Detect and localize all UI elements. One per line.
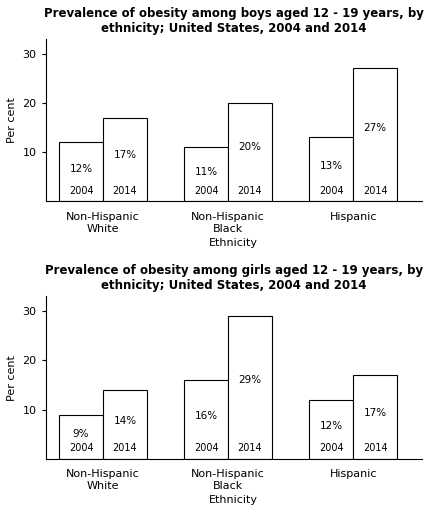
Y-axis label: Per cent: Per cent (7, 97, 17, 143)
Text: 20%: 20% (239, 142, 262, 152)
Text: 2004: 2004 (319, 443, 344, 453)
Text: 2014: 2014 (363, 185, 387, 196)
Bar (228, 103, 272, 202)
Text: 2014: 2014 (112, 443, 137, 453)
Bar (353, 69, 397, 202)
Text: 17%: 17% (363, 408, 387, 418)
Bar (59, 142, 103, 202)
Bar (309, 137, 353, 202)
Bar (309, 400, 353, 459)
Text: 2014: 2014 (363, 443, 387, 453)
Text: 2014: 2014 (238, 185, 262, 196)
Bar (184, 147, 228, 202)
Text: 2004: 2004 (69, 185, 94, 196)
Text: 2014: 2014 (238, 443, 262, 453)
Text: 29%: 29% (239, 375, 262, 386)
Title: Prevalence of obesity among girls aged 12 - 19 years, by
ethnicity; United State: Prevalence of obesity among girls aged 1… (45, 264, 423, 292)
X-axis label: Ethnicity: Ethnicity (209, 495, 258, 505)
Bar (103, 390, 147, 459)
Bar (184, 380, 228, 459)
Text: 11%: 11% (195, 167, 218, 177)
Text: 2014: 2014 (112, 185, 137, 196)
Text: 17%: 17% (113, 151, 136, 160)
Text: 12%: 12% (69, 164, 93, 174)
Text: 16%: 16% (195, 411, 218, 420)
Text: 27%: 27% (363, 123, 387, 133)
Bar (228, 316, 272, 459)
Text: 12%: 12% (320, 421, 343, 431)
Text: 2004: 2004 (69, 443, 94, 453)
Text: 2004: 2004 (194, 185, 218, 196)
Bar (59, 415, 103, 459)
Y-axis label: Per cent: Per cent (7, 355, 17, 400)
Bar (353, 375, 397, 459)
Bar (103, 118, 147, 202)
Text: 2004: 2004 (319, 185, 344, 196)
Text: 2004: 2004 (194, 443, 218, 453)
Text: 9%: 9% (73, 430, 89, 439)
Text: 13%: 13% (320, 161, 343, 171)
X-axis label: Ethnicity: Ethnicity (209, 238, 258, 248)
Text: 14%: 14% (113, 416, 136, 426)
Title: Prevalence of obesity among boys aged 12 - 19 years, by
ethnicity; United States: Prevalence of obesity among boys aged 12… (44, 7, 424, 35)
